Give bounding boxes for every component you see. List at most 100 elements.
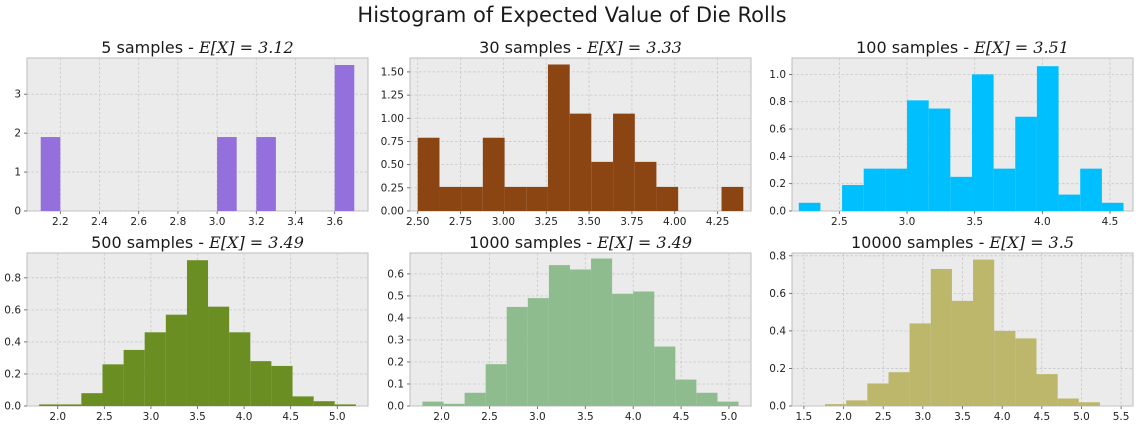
histogram-bar — [825, 404, 847, 406]
subplot-title: 100 samples - E[X] = 3.51 — [856, 38, 1069, 57]
histogram-bar — [973, 259, 995, 406]
x-tick-label: 3.50 — [577, 216, 600, 228]
histogram-bar — [863, 168, 886, 211]
x-tick-label: 3.5 — [966, 216, 983, 228]
x-tick-label: 3.75 — [620, 216, 643, 228]
histogram-bar — [313, 401, 335, 406]
histogram-bar — [634, 161, 657, 211]
histogram-bar — [443, 403, 465, 406]
x-tick-label: 2.5 — [96, 411, 113, 423]
y-tick-label: 0.4 — [387, 312, 404, 324]
histogram-bar — [1036, 66, 1059, 211]
histogram-bar — [950, 176, 972, 211]
x-tick-label: 5.0 — [721, 411, 738, 423]
histogram-bar — [464, 392, 486, 406]
subplot-title-prefix: 1000 samples - — [469, 233, 597, 252]
x-tick-label: 1.5 — [796, 411, 813, 423]
histogram-bar — [928, 108, 951, 211]
histogram-bar — [250, 361, 272, 406]
histogram-bar — [39, 404, 61, 406]
y-tick-label: 0.6 — [387, 268, 404, 280]
histogram-bar — [548, 265, 570, 406]
x-tick-label: 3.5 — [189, 411, 206, 423]
histogram-bar — [482, 137, 505, 211]
x-tick-label: 3.4 — [287, 216, 304, 228]
subplot-title-expected-value: E[X] = 3.33 — [586, 38, 682, 57]
histogram-bar — [485, 364, 507, 406]
y-tick-label: 0.4 — [769, 325, 786, 337]
y-tick-label: 0.2 — [769, 363, 786, 375]
histogram-bar — [506, 306, 528, 406]
y-tick-label: 0.00 — [381, 206, 404, 218]
y-tick-label: 0.2 — [4, 368, 21, 380]
histogram-bar — [334, 404, 356, 406]
histogram-bar — [885, 168, 908, 211]
histogram-bar — [1080, 168, 1102, 211]
x-tick-label: 3.2 — [248, 216, 265, 228]
y-tick-label: 0.6 — [769, 288, 786, 300]
subplot-title-prefix: 10000 samples - — [851, 233, 989, 252]
histogram-bar — [60, 404, 82, 406]
x-tick-label: 3.6 — [326, 216, 343, 228]
y-tick-label: 0.8 — [769, 250, 786, 262]
histogram-bar — [208, 306, 230, 406]
histogram-bar — [527, 298, 549, 406]
y-tick-label: 0.5 — [387, 290, 404, 302]
histogram-bar — [165, 314, 187, 406]
x-tick-label: 4.0 — [1034, 216, 1051, 228]
histogram-bar — [591, 161, 614, 211]
y-tick-label: 3 — [14, 89, 21, 101]
y-tick-label: 0.75 — [381, 136, 404, 148]
histogram-bar — [256, 137, 276, 211]
subplot-title: 1000 samples - E[X] = 3.49 — [469, 233, 692, 252]
histogram-bar — [888, 372, 910, 406]
subplot-title: 10000 samples - E[X] = 3.5 — [851, 233, 1074, 252]
histogram-bar — [417, 137, 440, 211]
plot-area — [26, 57, 369, 212]
x-tick-label: 2.2 — [52, 216, 69, 228]
x-tick-label: 4.0 — [625, 411, 642, 423]
subplot-5: 2.0 2.5 3.0 3.5 4.0 4.5 5.0 0.0 0.1 0.2 0.3 0.4 0.5 0… — [387, 233, 752, 423]
y-tick-label: 0.6 — [769, 124, 786, 136]
x-tick-label: 3.5 — [954, 411, 971, 423]
histogram-bar — [656, 186, 679, 211]
x-tick-label: 2.5 — [481, 411, 498, 423]
y-tick-label: 0.50 — [381, 159, 404, 171]
x-tick-label: 5.0 — [329, 411, 346, 423]
y-tick-label: 0.0 — [4, 401, 21, 413]
x-tick-label: 3.0 — [899, 216, 916, 228]
x-tick-label: 2.6 — [130, 216, 147, 228]
histogram-bar — [186, 260, 209, 406]
y-tick-label: 1.25 — [381, 90, 404, 102]
y-tick-label: 0.0 — [769, 401, 786, 413]
figure-title: Histogram of Expected Value of Die Rolls — [357, 3, 786, 27]
y-tick-label: 0.3 — [387, 334, 404, 346]
histogram-bar — [1057, 398, 1079, 406]
histogram-bar — [846, 400, 868, 406]
histogram-bar — [569, 269, 592, 406]
histogram-bar — [612, 293, 634, 406]
x-tick-label: 3.0 — [529, 411, 546, 423]
histogram-bar — [1015, 338, 1037, 406]
x-tick-label: 3.25 — [535, 216, 558, 228]
histogram-bar — [907, 100, 929, 211]
histogram-bar — [654, 346, 676, 406]
x-tick-label: 2.5 — [875, 411, 892, 423]
histogram-bar — [1036, 374, 1058, 406]
subplot-1: 2.2 2.4 2.6 2.8 3.0 3.2 3.4 3.6 0 1 2 3 5 samples - … — [14, 38, 369, 228]
x-tick-label: 2.4 — [91, 216, 108, 228]
x-tick-label: 4.5 — [1102, 216, 1119, 228]
histogram-bar — [144, 332, 166, 406]
histogram-bar — [591, 258, 613, 406]
histogram-bar — [930, 268, 952, 406]
histogram-bar — [842, 185, 864, 211]
histogram-bar — [971, 74, 994, 212]
subplot-title-expected-value: E[X] = 3.12 — [198, 38, 294, 57]
histogram-bar — [569, 113, 592, 211]
histogram-bar — [40, 137, 61, 211]
x-tick-label: 4.5 — [1033, 411, 1050, 423]
histogram-bar — [461, 186, 483, 211]
x-tick-label: 2.8 — [170, 216, 187, 228]
subplot-title-expected-value: E[X] = 3.49 — [208, 233, 304, 252]
y-tick-label: 0 — [14, 206, 21, 218]
